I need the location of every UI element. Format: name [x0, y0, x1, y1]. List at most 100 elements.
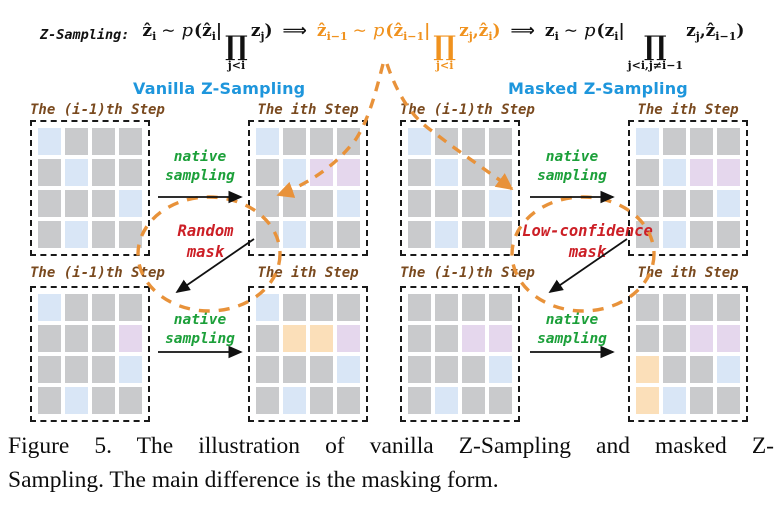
grid-cell-gray	[690, 356, 713, 383]
grid-cell-gray	[435, 356, 458, 383]
grid-cell-purple	[462, 325, 485, 352]
grid-cell-gray	[92, 325, 115, 352]
grid-cell-gray	[435, 294, 458, 321]
product-operator: ∏ j<i,j≠i−1	[627, 31, 684, 72]
grid-cell-gray	[408, 325, 431, 352]
low-confidence-mask-label: Low-confidence mask	[505, 221, 670, 263]
grid-cell-gray	[636, 159, 659, 186]
grid-cell-gray	[38, 159, 61, 186]
grid-cell-gray	[337, 294, 360, 321]
step-label-vanilla-top-prev: The (i-1)th Step	[30, 102, 165, 118]
pixel-grid-vanilla-top-cur	[248, 120, 368, 256]
grid-cell-gray	[489, 159, 512, 186]
native-sampling-line2: sampling	[165, 168, 235, 184]
grid-cell-gray	[256, 356, 279, 383]
grid-cell-gray	[462, 356, 485, 383]
grid-cell-gray	[462, 159, 485, 186]
grid-cell-gray	[408, 387, 431, 414]
grid-cell-purple	[690, 325, 713, 352]
step-label-vanilla-bottom-cur: The ith Step	[257, 265, 359, 281]
grid-cell-gray	[283, 190, 306, 217]
grid-cell-orange	[636, 356, 659, 383]
grid-cell-blue	[663, 159, 686, 186]
native-sampling-line1: native	[173, 149, 227, 165]
grid-cell-purple	[119, 325, 142, 352]
grid-cell-gray	[92, 190, 115, 217]
grid-cell-gray	[690, 128, 713, 155]
step-label-vanilla-top-cur: The ith Step	[257, 102, 359, 118]
grid-cell-gray	[717, 387, 740, 414]
grid-cell-blue	[435, 159, 458, 186]
native-sampling-label-masked-bottom: native sampling	[527, 311, 617, 349]
grid-cell-gray	[256, 325, 279, 352]
grid-cell-gray	[717, 294, 740, 321]
grid-cell-gray	[119, 387, 142, 414]
grid-cell-gray	[636, 294, 659, 321]
grid-cell-gray	[92, 356, 115, 383]
grid-cell-blue	[65, 159, 88, 186]
grid-cell-orange	[310, 325, 333, 352]
grid-cell-gray	[92, 221, 115, 248]
grid-cell-purple	[717, 325, 740, 352]
grid-cell-gray	[489, 387, 512, 414]
native-sampling-label-vanilla-top: native sampling	[155, 148, 245, 186]
grid-cell-gray	[462, 190, 485, 217]
grid-cell-blue	[283, 387, 306, 414]
grid-cell-gray	[663, 325, 686, 352]
grid-cell-gray	[337, 128, 360, 155]
grid-cell-gray	[489, 294, 512, 321]
grid-cell-blue	[408, 128, 431, 155]
grid-cell-gray	[663, 190, 686, 217]
step-label-vanilla-bottom-prev: The (i-1)th Step	[30, 265, 165, 281]
grid-cell-gray	[310, 128, 333, 155]
grid-cell-gray	[92, 387, 115, 414]
grid-cell-gray	[310, 294, 333, 321]
grid-cell-blue	[283, 159, 306, 186]
grid-cell-gray	[310, 190, 333, 217]
grid-cell-gray	[38, 221, 61, 248]
grid-cell-purple	[489, 325, 512, 352]
grid-cell-gray	[38, 325, 61, 352]
grid-cell-gray	[92, 128, 115, 155]
grid-cell-blue	[489, 356, 512, 383]
grid-cell-blue	[435, 221, 458, 248]
grid-cell-gray	[462, 221, 485, 248]
grid-cell-gray	[65, 356, 88, 383]
grid-cell-gray	[690, 190, 713, 217]
formula-body: ẑi ∼ p(ẑi| ∏ j<i zj) ⟹ ẑi−1 ∼ p(ẑi−1| ∏ j<i zj,ẑi) ⟹ z…	[142, 16, 744, 71]
grid-cell-blue	[337, 190, 360, 217]
grid-cell-gray	[408, 221, 431, 248]
mask-label-line2: mask	[186, 243, 225, 261]
pixel-grid-vanilla-top-prev	[30, 120, 150, 256]
native-sampling-line1: native	[545, 312, 599, 328]
grid-cell-gray	[717, 128, 740, 155]
grid-cell-gray	[92, 294, 115, 321]
grid-cell-gray	[408, 159, 431, 186]
native-sampling-line1: native	[545, 149, 599, 165]
grid-cell-gray	[65, 128, 88, 155]
pixel-grid-masked-top-prev	[400, 120, 520, 256]
grid-cell-orange	[636, 387, 659, 414]
grid-cell-blue	[663, 387, 686, 414]
grid-cell-blue	[636, 128, 659, 155]
grid-cell-gray	[256, 221, 279, 248]
grid-cell-gray	[690, 221, 713, 248]
grid-cell-gray	[283, 128, 306, 155]
grid-cell-gray	[92, 159, 115, 186]
grid-cell-gray	[65, 294, 88, 321]
product-operator: ∏ j<i	[433, 31, 457, 72]
step-label-masked-bottom-cur: The ith Step	[637, 265, 739, 281]
grid-cell-blue	[283, 221, 306, 248]
grid-cell-gray	[283, 294, 306, 321]
step-label-masked-top-prev: The (i-1)th Step	[400, 102, 535, 118]
grid-cell-blue	[337, 356, 360, 383]
pixel-grid-vanilla-bottom-cur	[248, 286, 368, 422]
native-sampling-line2: sampling	[165, 331, 235, 347]
grid-cell-gray	[462, 387, 485, 414]
grid-cell-gray	[38, 190, 61, 217]
grid-cell-gray	[489, 128, 512, 155]
formula-segment-2: zi ∼ p(zi| ∏ j<i,j≠i−1 zj,ẑi−1)	[544, 20, 745, 72]
grid-cell-gray	[408, 356, 431, 383]
grid-cell-purple	[717, 159, 740, 186]
grid-cell-gray	[38, 387, 61, 414]
